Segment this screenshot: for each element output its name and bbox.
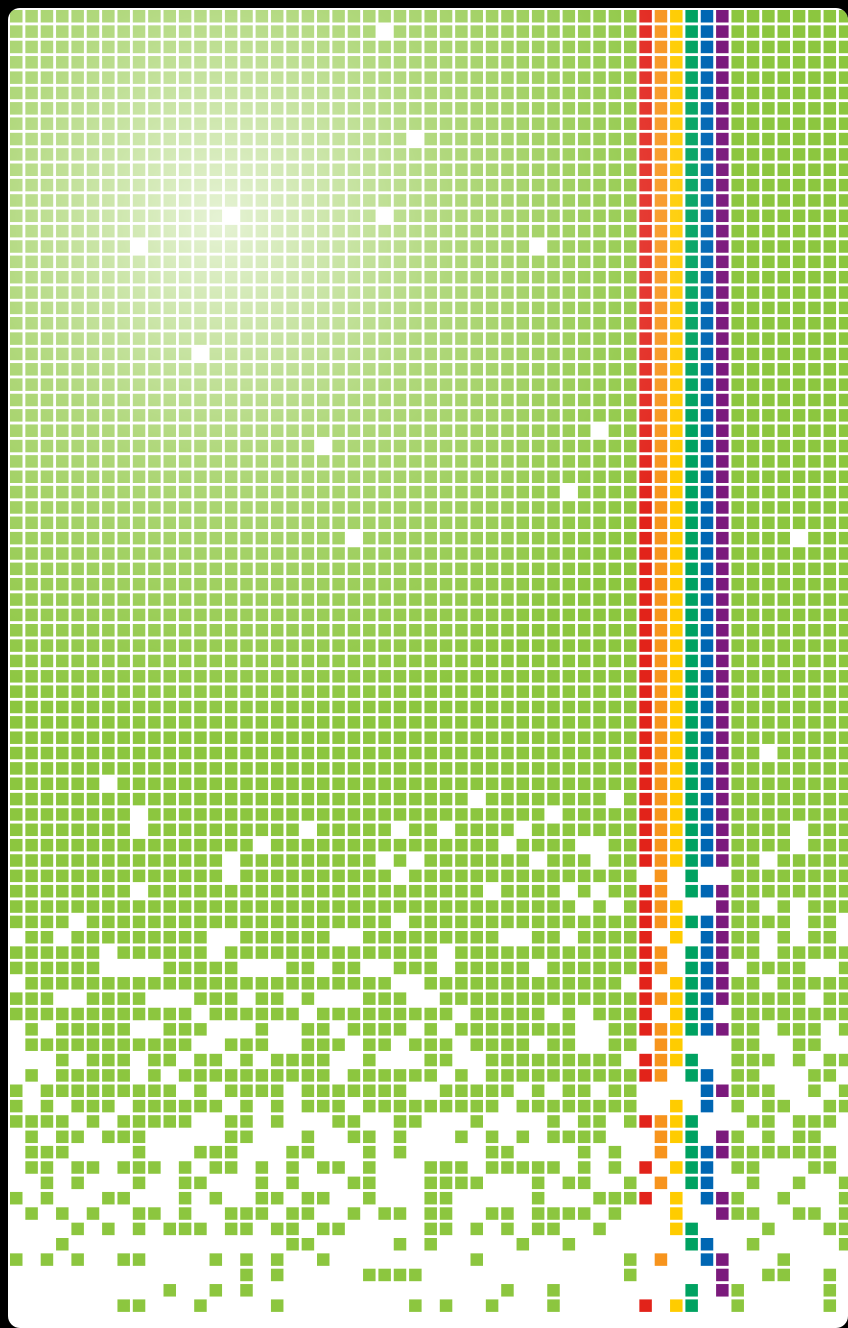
highlight-glow xyxy=(8,8,848,1328)
